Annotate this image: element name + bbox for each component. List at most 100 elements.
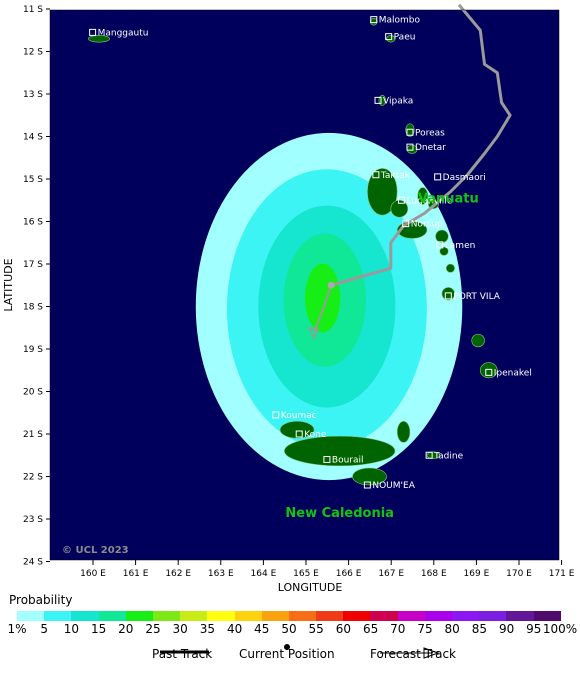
current-position-swatch — [284, 644, 290, 650]
legend-tick-label: 35 — [199, 622, 216, 636]
legend-swatch — [71, 611, 99, 621]
legend-title: Probability — [9, 593, 73, 607]
axes: 11 S 12 S 13 S 14 S 15 S 16 S 17 S 18 S 19 S 20 S… — [23, 5, 575, 579]
legend-tick-label: 10 — [63, 622, 80, 636]
legend-tick-label: 60 — [335, 622, 352, 636]
place-label: Dnetar — [415, 143, 446, 153]
legend-swatch — [234, 611, 262, 621]
place-marker — [272, 411, 280, 419]
place-label: Tadine — [433, 451, 463, 461]
island — [417, 187, 429, 205]
place-label: Luganville — [406, 196, 452, 206]
legend-tick-label: 95 — [526, 622, 542, 636]
landmasses — [88, 18, 498, 486]
lat-tick-label: 19 S — [23, 345, 43, 355]
region-label: Vanuatu — [418, 191, 479, 206]
island — [88, 35, 110, 43]
island — [283, 435, 396, 467]
legend-tick-label: 5 — [40, 622, 49, 636]
island — [405, 123, 415, 137]
place-labels: Malombo Manggautu Paeu Vipaka Poreas Dnetar Ta… — [89, 16, 532, 521]
place-marker — [406, 143, 414, 151]
place-marker — [372, 171, 380, 179]
legend-tick-label: 75 — [417, 622, 433, 636]
legend-swatch — [44, 611, 72, 621]
lat-tick-label: 22 S — [23, 473, 43, 483]
place-marker — [406, 128, 414, 136]
probability-contour — [305, 263, 341, 333]
legend-tick-label: 30 — [172, 622, 188, 636]
legend-swatch — [125, 611, 153, 621]
place-marker — [425, 451, 433, 459]
current-position-label: Current Position — [239, 647, 335, 661]
legend-tick-label: 50 — [281, 622, 297, 636]
lon-tick-label: 163 E — [208, 569, 234, 579]
place-label: Kone — [304, 430, 327, 440]
island — [396, 420, 411, 443]
legend-tick-label: 45 — [254, 622, 270, 636]
place-label: NOUM'EA — [372, 481, 415, 491]
lat-tick-label: 16 S — [23, 218, 43, 228]
lat-tick-label: 20 S — [23, 388, 43, 398]
place-label: Manggautu — [98, 28, 149, 38]
lat-tick-label: 13 S — [23, 90, 43, 100]
legend-tick-label: 55 — [308, 622, 324, 636]
lat-tick-label: 21 S — [23, 430, 43, 440]
legend-tick-label: 90 — [498, 622, 515, 636]
forecast-track — [313, 284, 333, 333]
legend-swatch — [207, 611, 235, 621]
legend-tick-label: 65 — [362, 622, 379, 636]
legend-swatch — [479, 611, 507, 621]
lon-tick-label: 170 E — [506, 569, 532, 579]
legend-swatch — [316, 611, 344, 621]
place-label: Koumac — [281, 411, 317, 421]
legend-swatch — [506, 611, 534, 621]
island — [279, 420, 315, 439]
lat-tick-label: 14 S — [23, 133, 43, 143]
lat-tick-label: 15 S — [23, 175, 43, 185]
legend-swatch — [17, 611, 45, 621]
lat-tick-label: 17 S — [23, 260, 43, 270]
place-marker — [295, 430, 303, 438]
place-marker — [385, 33, 393, 41]
legend-swatch — [397, 611, 425, 621]
lon-tick-label: 171 E — [549, 569, 575, 579]
legend-swatch — [261, 611, 289, 621]
place-label: Ipenakel — [494, 368, 532, 378]
legend-tick-label: 40 — [226, 622, 243, 636]
y-axis-title: LATITUDE — [2, 258, 15, 311]
lon-tick-label: 169 E — [464, 569, 490, 579]
x-axis-title: LONGITUDE — [278, 581, 343, 594]
lat-tick-label: 18 S — [23, 303, 43, 313]
forecast-arrowhead-icon — [423, 647, 440, 659]
current-position-marker — [327, 281, 335, 289]
place-marker — [397, 196, 405, 204]
past-track-label: Past Track — [152, 647, 213, 661]
island — [435, 229, 449, 244]
legend-swatch — [424, 611, 452, 621]
probability-field — [195, 132, 463, 481]
legend-tick-label: 100% — [542, 622, 578, 636]
legend-swatch — [533, 611, 561, 621]
forecast-track-label: Forecast Track — [370, 647, 456, 661]
place-marker — [323, 456, 331, 463]
forecast-arrowhead-icon — [307, 327, 320, 340]
lat-tick-label: 11 S — [23, 5, 43, 15]
place-label: Malombo — [379, 16, 421, 26]
lon-tick-label: 166 E — [336, 569, 362, 579]
legend-swatch — [152, 611, 181, 621]
legend-swatch — [288, 611, 317, 621]
region-label: New Caledonia — [285, 506, 394, 521]
island — [479, 362, 498, 379]
island — [367, 168, 398, 216]
place-marker — [370, 16, 378, 24]
island — [445, 263, 455, 273]
place-label: Taktak — [380, 171, 411, 181]
legend-tick-label: 70 — [390, 622, 406, 636]
island — [390, 199, 409, 218]
lon-tick-label: 162 E — [165, 569, 191, 579]
place-marker — [402, 220, 410, 228]
cyclone-tracks — [307, 3, 512, 340]
